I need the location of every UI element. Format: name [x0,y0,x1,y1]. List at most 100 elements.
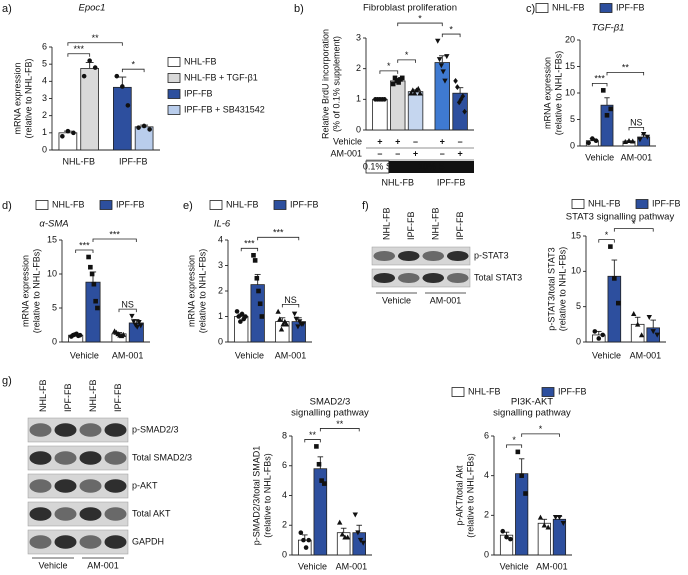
y-tick-label: 5 [576,301,581,311]
data-point [71,130,76,136]
data-point [590,136,595,141]
data-point [545,524,551,530]
group-label: AM-001 [112,350,144,360]
data-point [438,63,445,69]
y-axis-label: mRNA expression [542,57,552,129]
significance-bracket [606,71,645,76]
significance-bracket [240,247,259,252]
data-point [88,264,93,270]
data-point [612,276,617,281]
data-point [81,73,87,79]
data-point [634,321,641,327]
blot-band [29,507,52,521]
significance-label: ** [622,63,630,73]
significance-label: * [418,13,422,23]
bar [80,68,99,151]
chart-title: α-SMA [39,219,68,230]
data-point [650,329,656,335]
group-label: AM-001 [275,350,307,360]
legend-label: IPF-FB [116,199,145,209]
blot-band [446,250,469,262]
y-tick-label: 3 [218,260,223,270]
legend-label: IPF-FB + SB431542 [184,104,265,114]
data-point [129,313,135,319]
bar [630,323,645,343]
group-label: Vehicle [500,561,529,571]
blot-band [29,423,52,437]
significance-label: *** [109,229,120,239]
y-axis-label: p-AKT/total Akt [454,465,464,526]
blot-band [397,250,420,262]
significance-bracket [281,304,300,308]
legend-swatch [167,73,181,83]
data-point [436,57,443,63]
band-label: p-STAT3 [474,250,509,260]
chart-title: Epoc1 [79,3,106,14]
blot-band [104,507,127,521]
data-point [640,132,647,138]
significance-label: NS [630,118,643,128]
table-cell: + [395,136,400,146]
significance-label: * [131,60,135,70]
y-axis-label: (relative to NHL-FBs) [465,453,475,538]
data-point [552,515,559,521]
data-point [77,332,83,338]
data-point [456,99,462,106]
supplement-label: 0.1% S [363,161,392,171]
chart-title: signalling pathway [291,408,369,419]
data-point [615,300,621,306]
data-point [630,138,636,144]
band-label: Total SMAD2/3 [132,452,192,462]
significance-label: * [405,50,409,60]
blot-band [79,451,102,465]
lane-label: IPF-FB [455,212,465,241]
blot-band [54,479,77,493]
y-tick-label: 8 [282,430,287,440]
chart-title: signalling pathway [493,408,571,419]
table-cell: – [458,136,463,146]
data-point [136,319,142,325]
data-point [541,522,548,528]
y-tick-label: 1 [218,311,223,321]
significance-label: ** [336,419,344,429]
data-point [136,125,141,130]
y-tick-label: 2 [282,520,287,530]
significance-label: ** [309,430,317,440]
blot-band [104,479,127,493]
y-axis-label: Relative BrdU incorporation [320,29,330,139]
legend-label: IPF-FB [290,199,319,209]
y-tick-label: 4 [218,234,223,244]
table-cell: + [413,148,418,158]
significance-bracket [67,53,91,57]
data-point [638,332,645,338]
data-point [442,78,448,84]
significance-bracket [379,70,399,74]
y-tick-label: 10 [565,87,575,97]
bar [390,80,406,131]
y-tick-label: 0 [218,336,223,346]
y-tick-label: 6 [42,41,47,51]
blot-band [104,451,127,465]
data-point [417,90,423,96]
data-point [593,138,599,143]
blot-band [29,451,52,465]
band-label: Total AKT [132,508,171,518]
group-label: Vehicle [298,561,327,571]
bar [113,86,132,151]
lane-label: NHL-FB [88,379,98,412]
supplement-box [388,161,474,173]
significance-bracket [319,428,360,432]
y-tick-label: 5 [570,114,575,124]
group-label: Vehicle [592,350,621,360]
blot-band [422,250,445,262]
group-label: IPF-FB [437,177,466,187]
legend-swatch [167,105,181,115]
group-label: AM-001 [630,350,662,360]
data-point [296,319,303,325]
blot-band [79,423,102,437]
y-tick-label: 0 [356,124,361,134]
legend-label: NHL-FB + TGF-β1 [184,72,258,82]
y-tick-label: 6 [484,430,489,440]
lane-label: IPF-FB [63,384,73,413]
data-point [626,138,632,143]
